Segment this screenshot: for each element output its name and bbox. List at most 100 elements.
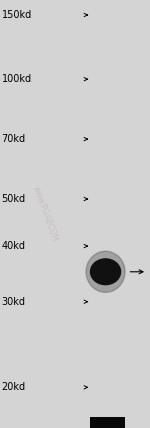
Bar	[90, 424, 124, 426]
Bar	[90, 424, 124, 427]
Ellipse shape	[86, 251, 125, 292]
Bar	[90, 425, 124, 428]
Bar	[90, 425, 124, 428]
Bar	[90, 423, 124, 426]
Bar	[90, 424, 124, 427]
Bar	[90, 424, 124, 427]
Bar	[90, 425, 124, 428]
Bar	[90, 423, 124, 426]
Bar	[90, 424, 124, 427]
Bar	[90, 424, 124, 427]
Bar	[90, 424, 124, 427]
Bar	[90, 424, 124, 427]
Bar	[90, 423, 124, 426]
Bar	[90, 425, 124, 428]
Bar	[90, 425, 124, 428]
Bar	[90, 423, 124, 426]
Bar	[90, 425, 124, 428]
Bar	[90, 424, 124, 427]
Bar	[90, 425, 124, 428]
Bar	[90, 424, 124, 427]
Text: 70kd: 70kd	[2, 134, 26, 144]
Bar	[90, 423, 124, 426]
Bar	[90, 424, 124, 427]
Bar	[90, 425, 124, 428]
Bar	[90, 425, 124, 428]
Bar	[90, 425, 124, 428]
Bar	[90, 425, 124, 428]
Ellipse shape	[91, 259, 121, 285]
Bar	[90, 423, 124, 426]
Bar	[90, 423, 124, 426]
Bar	[90, 425, 124, 428]
Bar	[90, 424, 124, 427]
Bar	[90, 425, 124, 428]
Bar	[90, 424, 124, 427]
Bar	[90, 423, 124, 426]
Bar	[90, 424, 124, 427]
Bar	[90, 424, 124, 427]
Bar	[90, 424, 124, 427]
Bar	[90, 424, 124, 427]
Bar	[90, 424, 124, 427]
Bar	[90, 425, 124, 428]
Bar	[90, 423, 124, 426]
Bar	[90, 423, 124, 426]
Bar	[90, 425, 124, 428]
Bar	[90, 424, 124, 427]
Bar	[90, 424, 124, 427]
Bar	[90, 424, 124, 427]
Bar	[90, 425, 124, 428]
Bar	[90, 424, 124, 427]
Bar	[90, 425, 124, 428]
Bar	[90, 423, 124, 426]
Bar	[90, 423, 124, 426]
Bar	[90, 423, 124, 426]
Bar	[90, 425, 124, 428]
Text: 50kd: 50kd	[2, 194, 26, 204]
Bar	[90, 425, 124, 428]
Bar	[90, 424, 124, 427]
Bar	[90, 425, 124, 428]
Bar	[90, 424, 124, 427]
Bar	[90, 423, 124, 426]
Bar	[90, 424, 124, 427]
Bar	[90, 425, 124, 428]
Bar	[90, 424, 124, 427]
Bar	[90, 425, 124, 427]
Bar	[90, 424, 124, 427]
Bar	[90, 425, 124, 428]
Bar	[90, 423, 124, 426]
Bar	[90, 424, 124, 427]
Bar	[90, 424, 124, 427]
Bar	[90, 423, 124, 426]
Bar	[90, 423, 124, 426]
Bar	[90, 425, 124, 428]
Bar	[90, 423, 124, 426]
Bar	[90, 425, 124, 428]
Bar	[90, 424, 124, 427]
Bar	[90, 424, 124, 427]
Bar	[90, 424, 124, 427]
Text: 100kd: 100kd	[2, 74, 32, 84]
Bar	[90, 424, 124, 427]
Bar	[90, 423, 124, 426]
Bar	[90, 423, 124, 426]
Bar	[90, 425, 124, 428]
Bar	[90, 423, 124, 426]
Bar	[90, 423, 124, 426]
Bar	[90, 425, 124, 428]
Bar	[90, 423, 124, 426]
Bar	[90, 424, 124, 427]
Bar	[90, 424, 124, 427]
Bar	[90, 424, 124, 427]
Bar	[90, 423, 124, 426]
Bar	[90, 424, 124, 427]
Bar	[90, 423, 124, 426]
Bar	[90, 423, 124, 426]
Bar	[90, 424, 124, 427]
Bar	[90, 423, 124, 426]
Bar	[90, 424, 124, 427]
Bar	[90, 424, 124, 427]
Bar	[90, 424, 124, 427]
